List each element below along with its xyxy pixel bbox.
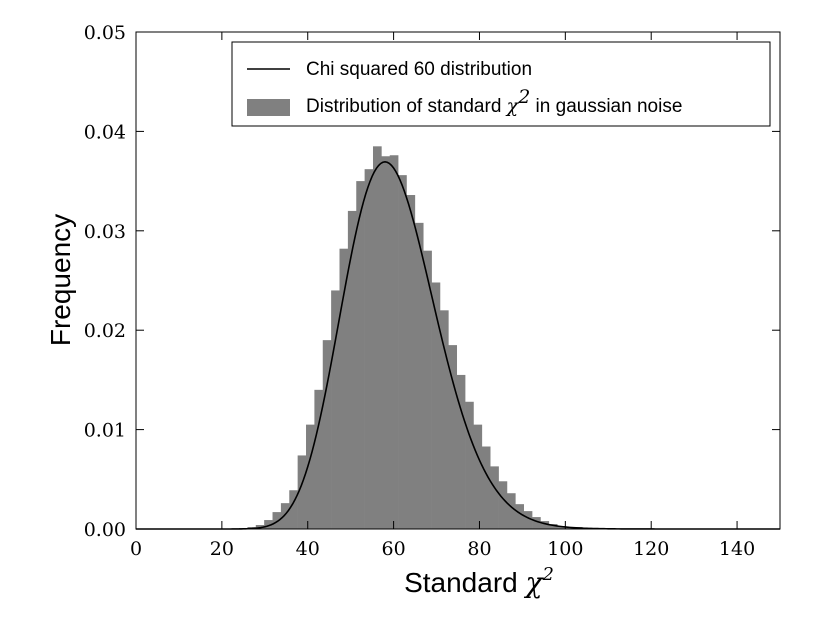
histogram-bar xyxy=(398,175,407,530)
histogram-bar xyxy=(381,156,391,529)
y-axis-ticks: 0.00 0.01 0.02 0.03 0.04 0.05 xyxy=(84,22,780,541)
histogram-bar xyxy=(264,520,273,529)
histogram-bar xyxy=(339,248,349,529)
legend-hist-swatch xyxy=(247,99,290,116)
x-tick-label: 100 xyxy=(547,538,583,560)
histogram-bar xyxy=(532,517,541,529)
plot-frame xyxy=(135,31,781,530)
histogram-bar xyxy=(490,466,499,529)
histogram-bar xyxy=(272,512,282,529)
y-tick-label: 0.02 xyxy=(84,320,126,342)
histogram-bar xyxy=(465,401,474,529)
x-tick-label: 20 xyxy=(210,538,234,560)
histogram-bar xyxy=(473,424,483,529)
x-tick-label: 0 xyxy=(130,538,142,560)
histogram-bar xyxy=(347,210,357,530)
histogram-bar xyxy=(372,146,382,529)
histogram-bar xyxy=(280,503,290,529)
legend-box xyxy=(231,41,771,127)
y-tick-label: 0.05 xyxy=(84,22,126,44)
histogram-bar xyxy=(523,511,533,529)
x-tick-label: 120 xyxy=(633,538,669,560)
x-tick-label: 60 xyxy=(382,538,406,560)
histogram-bar xyxy=(423,250,432,529)
y-axis-title: Frequency xyxy=(45,214,76,346)
x-tick-label: 80 xyxy=(467,538,491,560)
histogram-bar xyxy=(448,345,458,529)
histogram-bar xyxy=(515,504,524,529)
histogram-bar xyxy=(414,222,424,529)
histogram-bar xyxy=(548,524,558,529)
histogram-bar xyxy=(297,455,307,529)
histogram-bar xyxy=(389,155,399,530)
x-tick-label: 140 xyxy=(719,538,755,560)
histogram-bar xyxy=(406,195,416,530)
histogram-bar xyxy=(364,169,374,529)
histogram-bar xyxy=(540,521,550,529)
histogram-bars xyxy=(239,146,633,530)
y-tick-label: 0.03 xyxy=(84,221,126,243)
histogram-bar xyxy=(481,446,491,529)
histogram-bar xyxy=(506,493,516,529)
histogram-bar xyxy=(322,340,332,529)
histogram-bar xyxy=(331,290,340,529)
histogram-bar xyxy=(431,282,441,529)
x-tick-label: 40 xyxy=(296,538,320,560)
histogram-bar xyxy=(498,481,508,529)
y-tick-label: 0.00 xyxy=(84,519,126,541)
y-tick-label: 0.04 xyxy=(84,121,126,143)
histogram-bar xyxy=(439,310,449,529)
y-tick-label: 0.01 xyxy=(84,420,126,442)
histogram-bar xyxy=(314,389,324,529)
histogram-bar xyxy=(289,490,298,529)
x-axis-title: Standard χ2 xyxy=(404,564,554,599)
histogram-bar xyxy=(456,374,466,529)
histogram-bar xyxy=(557,526,566,529)
x-axis-ticks: 0 20 40 60 80 100 120 140 xyxy=(130,32,755,560)
legend-line-label: Chi squared 60 distribution xyxy=(306,59,532,80)
legend: Chi squared 60 distribution Distribution… xyxy=(231,41,771,127)
histogram-bar xyxy=(356,181,365,529)
histogram-bar xyxy=(306,424,315,529)
legend-hist-label: Distribution of standard χ2 in gaussian … xyxy=(306,86,682,117)
